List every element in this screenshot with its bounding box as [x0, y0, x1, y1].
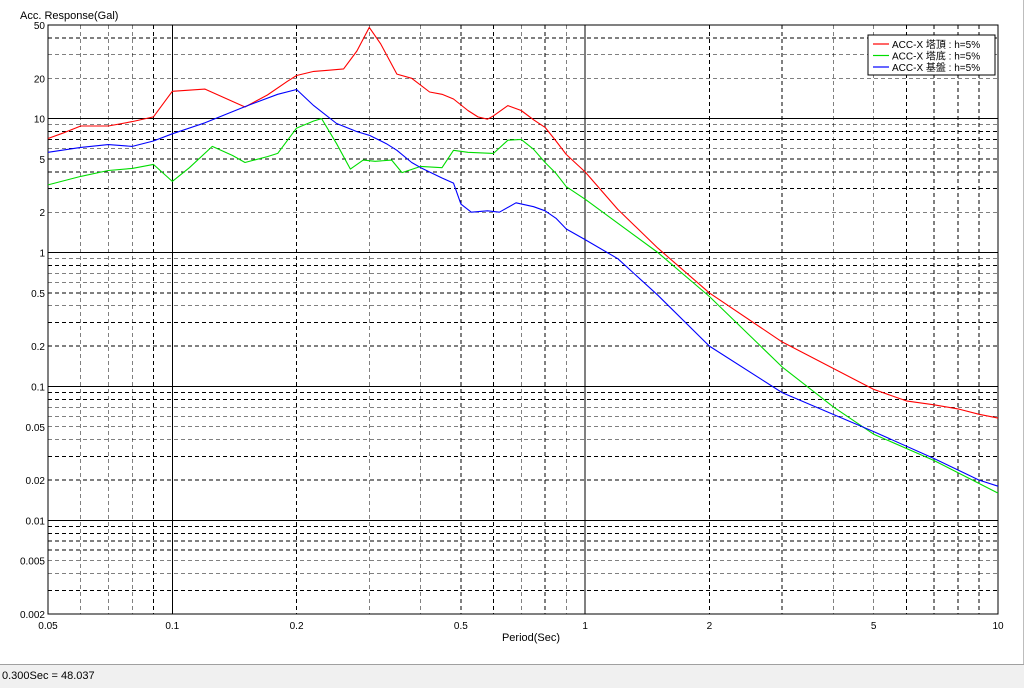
y-tick-label: 50: [34, 21, 46, 32]
chart-window: Acc. Response(Gal) 50 20 10 5 2 1 0.5 0.2 0.1 0.0…: [0, 0, 1024, 664]
x-tick-label: 0.2: [290, 621, 304, 632]
y-tick-label: 2: [39, 208, 45, 219]
y-tick-label: 0.5: [31, 289, 45, 300]
y-tick-label: 0.1: [31, 382, 45, 393]
x-tick-label: 2: [707, 621, 713, 632]
y-tick-label: 10: [34, 115, 46, 126]
x-tick-label: 0.5: [454, 621, 468, 632]
y-tick-label: 0.05: [26, 423, 46, 434]
x-tick-label: 10: [992, 621, 1004, 632]
legend-label: ACC-X 塔頂 : h=5%: [892, 38, 980, 51]
status-readout: 0.300Sec = 48.037: [2, 670, 95, 682]
y-tick-label: 0.002: [20, 610, 45, 621]
x-tick-label: 5: [871, 621, 877, 632]
y-axis-label: Acc. Response(Gal): [20, 10, 119, 22]
x-axis-label: Period(Sec): [502, 632, 560, 644]
y-tick-label: 1: [39, 249, 45, 260]
y-tick-label: 0.2: [31, 342, 45, 353]
legend-label: ACC-X 塔底 : h=5%: [892, 50, 980, 63]
series-line-1: [47, 26, 999, 419]
legend-label: ACC-X 基盤 : h=5%: [892, 61, 980, 74]
y-tick-label: 0.005: [20, 557, 45, 568]
x-tick-label: 0.1: [165, 621, 179, 632]
series-line-2: [47, 118, 999, 494]
x-tick-label: 1: [582, 621, 588, 632]
y-tick-label: 20: [34, 74, 46, 85]
plot-frame: [47, 24, 999, 615]
response-spectrum-chart[interactable]: 50 20 10 5 2 1 0.5 0.2 0.1 0.05 0.02 0.01 0.005 0.002…: [0, 0, 1024, 664]
y-tick-label: 0.01: [26, 516, 46, 527]
series-line-3: [47, 88, 999, 487]
y-tick-label: 5: [39, 155, 45, 166]
status-bar: 0.300Sec = 48.037: [0, 664, 1024, 688]
x-tick-label: 0.05: [38, 621, 58, 632]
y-tick-label: 0.02: [26, 476, 46, 487]
legend-box: [867, 34, 996, 76]
